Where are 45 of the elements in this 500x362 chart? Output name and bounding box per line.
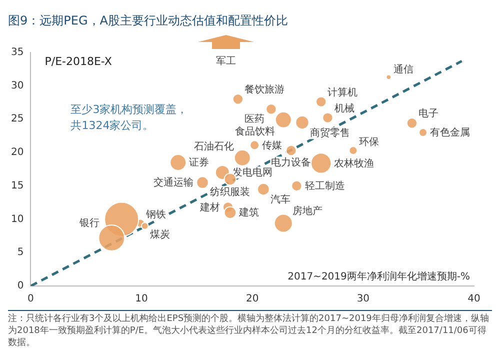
data-label: 建材 [198,201,220,214]
x-tick-label: 30 [356,294,370,305]
data-label: 环保 [359,136,379,148]
data-label: 煤炭 [150,228,170,240]
annotation: 军工 [216,56,236,67]
y-tick-label: 15 [10,180,24,192]
data-label: 机械 [334,102,354,114]
data-label: 商贸零售 [310,127,350,140]
data-label: 传媒 [262,140,282,152]
data-label: 农林牧渔 [334,157,374,170]
data-label: 有色金属 [430,126,470,139]
y-axis-title: P/E-2018E-X [44,54,112,68]
data-label: 银行 [78,218,100,229]
data-label: 食品饮料 [234,125,275,138]
data-label: 交通运输 [154,176,194,189]
y-tick-label: 10 [10,214,24,225]
data-label: 医药 [244,112,265,125]
data-label: 通信 [393,64,414,76]
data-label: 餐饮旅游 [244,84,285,96]
x-axis-title: 2017~2019两年净利润年化增速预期-% [288,270,470,283]
data-label: 发电电网 [232,166,272,179]
chart-title: 图9：远期PEG，A股主要行业动态估值和配置性价比 [8,13,288,28]
data-label: 汽车 [270,193,291,206]
annotation: 至少3家机构预测覆盖，共1324家公司。 [70,102,188,132]
y-tick-label: 25 [10,114,24,125]
data-label: 钢铁 [145,208,166,221]
y-tick-label: 35 [10,46,24,58]
data-label: 纺织服装 [210,186,250,198]
x-tick-label: 40 [468,294,480,305]
x-tick-label: 0 [28,294,34,305]
data-label: 房地产 [292,205,323,218]
y-tick-label: 30 [10,80,24,92]
y-tick-label: 5 [17,247,24,258]
data-label: 电子 [418,108,439,120]
data-label: 轻工制造 [304,180,345,192]
text: 注：只统计各行业有3个及以上机构给出EPS预测的个股。横轴为整体法计算的2017~2019年归母净利润复合增速，纵轴为2018年一致预期盈利计算的P/E。气泡大小代表这些行业内样本公司过去12个月的分红收益率。截至2017/11/06可得数据。 [8,313,492,349]
data-label: 电力设备 [271,156,312,169]
data-label: 计算机 [328,86,358,98]
x-tick-label: 10 [135,294,148,305]
data-label: 建筑 [238,206,260,219]
data-label: 证券 [189,156,210,169]
y-tick-label: 0 [17,280,24,292]
y-tick-label: 20 [10,147,24,158]
data-label: 石油石化 [194,140,234,152]
x-tick-label: 20 [246,294,259,305]
